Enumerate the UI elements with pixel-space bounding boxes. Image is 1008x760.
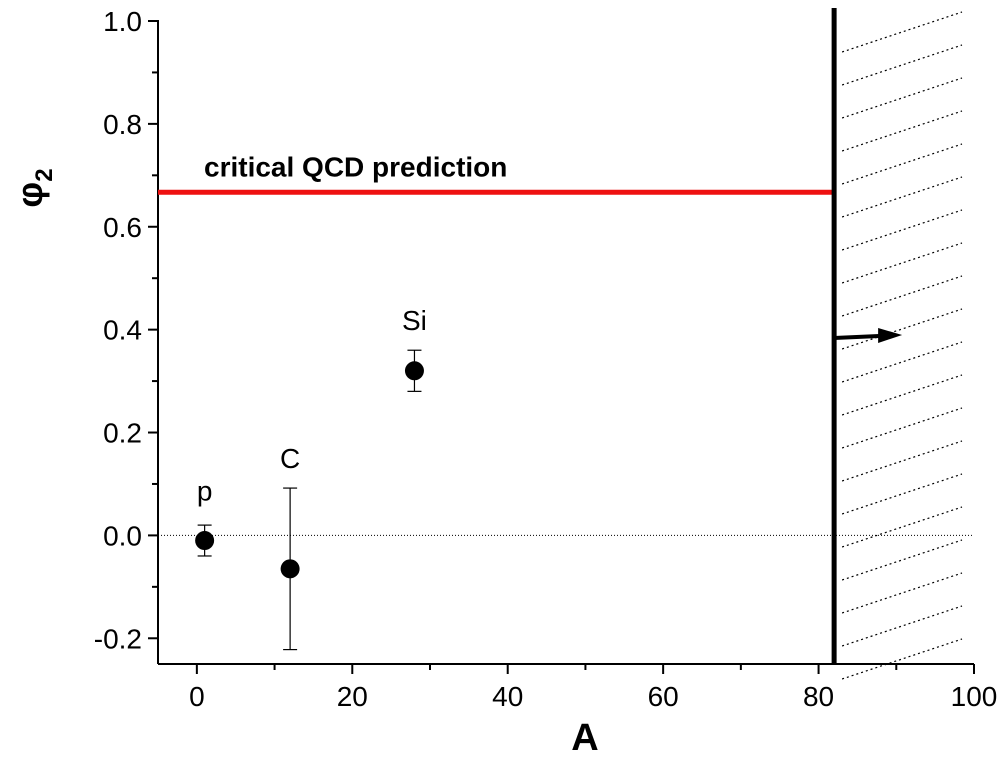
y-tick-label: 0.8 — [103, 109, 142, 140]
hatch-line — [841, 506, 963, 548]
hatch-line — [841, 209, 963, 251]
y-tick-label: 0.0 — [103, 520, 142, 551]
x-tick-label: 0 — [189, 681, 205, 712]
x-tick-label: 80 — [803, 681, 834, 712]
hatch-line — [841, 242, 963, 284]
arrow-head — [878, 328, 903, 343]
hatch-line — [841, 308, 963, 350]
point — [404, 361, 424, 381]
y-tick-label: 0.2 — [103, 418, 142, 449]
x-tick-label: 100 — [951, 681, 998, 712]
hatch-line — [841, 110, 963, 152]
y-tick-label: 0.6 — [103, 212, 142, 243]
hatch-line — [841, 44, 963, 86]
point — [195, 531, 215, 551]
hatch-line — [841, 374, 963, 416]
hatch-line — [841, 176, 963, 218]
arrow-shaft — [834, 334, 880, 340]
hatch-line — [841, 341, 963, 383]
point-label: Si — [402, 305, 427, 336]
hatch-line — [841, 605, 963, 647]
y-tick-label: -0.2 — [94, 623, 142, 654]
hatch-line — [841, 11, 963, 53]
point-label: p — [197, 476, 213, 507]
y-tick-label: 0.4 — [103, 315, 142, 346]
hatch-line — [841, 440, 963, 482]
reference-label: critical QCD prediction — [204, 151, 507, 182]
hatch-line — [841, 143, 963, 185]
hatch-line — [841, 638, 963, 680]
point — [280, 559, 300, 579]
hatch-line — [841, 407, 963, 449]
x-tick-label: 20 — [337, 681, 368, 712]
hatch-line — [841, 275, 963, 317]
hatch-line — [841, 77, 963, 119]
y-axis-label: φ2 — [9, 168, 58, 207]
point-label: C — [280, 443, 300, 474]
hatch-line — [841, 473, 963, 515]
hatch-line — [841, 539, 963, 581]
x-tick-label: 40 — [492, 681, 523, 712]
hatch-line — [841, 572, 963, 614]
y-tick-label: 1.0 — [103, 6, 142, 37]
x-tick-label: 60 — [648, 681, 679, 712]
x-axis-label: A — [571, 717, 598, 755]
